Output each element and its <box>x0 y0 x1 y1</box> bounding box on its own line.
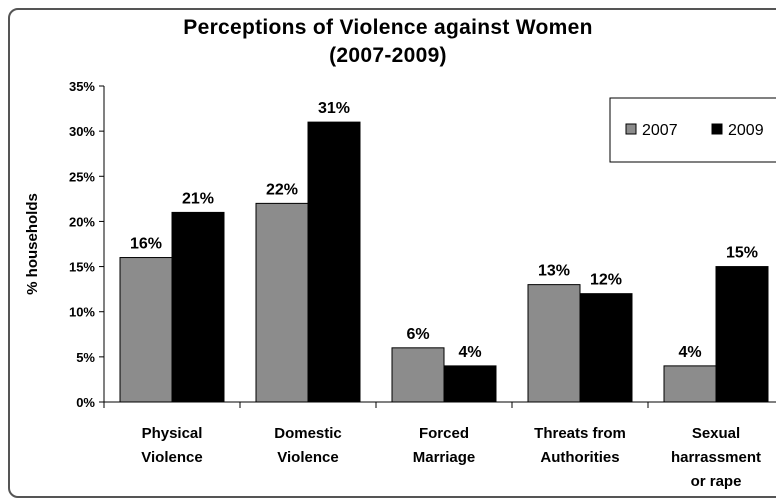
bar-2007 <box>527 284 581 403</box>
bar-2009 <box>171 211 225 403</box>
y-tick-label: 25% <box>69 169 95 184</box>
legend-label-2007: 2007 <box>642 122 678 139</box>
data-label-2007: 6% <box>406 326 429 343</box>
y-tick-label: 0% <box>76 395 95 410</box>
x-category-label: Marriage <box>413 449 476 466</box>
x-category-label: or rape <box>691 473 742 490</box>
bar-2007 <box>663 365 717 403</box>
y-tick-label: 35% <box>69 79 95 94</box>
chart-title-line2: (2007-2009) <box>329 44 447 67</box>
bar-2007 <box>119 257 173 403</box>
data-label-2007: 22% <box>266 181 298 198</box>
x-category-label: harrassment <box>671 449 761 466</box>
x-category-label: Domestic <box>274 425 342 442</box>
data-label-2007: 4% <box>678 344 701 361</box>
chart-frame <box>8 8 776 498</box>
data-label-2007: 16% <box>130 236 162 253</box>
legend-swatch-2009 <box>711 123 723 135</box>
chart-title-line1: Perceptions of Violence against Women <box>183 16 593 39</box>
x-category-label: Threats from <box>534 425 626 442</box>
y-tick-label: 30% <box>69 124 95 139</box>
data-label-2009: 31% <box>318 100 350 117</box>
bar-2009 <box>579 293 633 403</box>
y-tick-label: 10% <box>69 305 95 320</box>
bar-2007 <box>255 202 309 403</box>
x-category-label: Violence <box>141 449 202 466</box>
legend-box <box>609 97 776 163</box>
bar-2009 <box>715 266 769 403</box>
x-category-label: Violence <box>277 449 338 466</box>
legend-label-2009: 2009 <box>728 122 764 139</box>
x-category-label: Authorities <box>540 449 619 466</box>
data-label-2009: 4% <box>458 344 481 361</box>
y-axis-title: % households <box>24 193 41 295</box>
data-label-2009: 15% <box>726 245 758 262</box>
bar-2007 <box>391 347 445 403</box>
y-tick-label: 15% <box>69 260 95 275</box>
y-tick-label: 20% <box>69 214 95 229</box>
bar-2009 <box>307 121 361 403</box>
x-category-label: Forced <box>419 425 469 442</box>
y-tick-label: 5% <box>76 350 95 365</box>
x-category-label: Physical <box>142 425 203 442</box>
x-category-label: Sexual <box>692 425 740 442</box>
legend-swatch-2007 <box>625 123 637 135</box>
bar-2009 <box>443 365 497 403</box>
data-label-2007: 13% <box>538 263 570 280</box>
data-label-2009: 21% <box>182 190 214 207</box>
data-label-2009: 12% <box>590 272 622 289</box>
